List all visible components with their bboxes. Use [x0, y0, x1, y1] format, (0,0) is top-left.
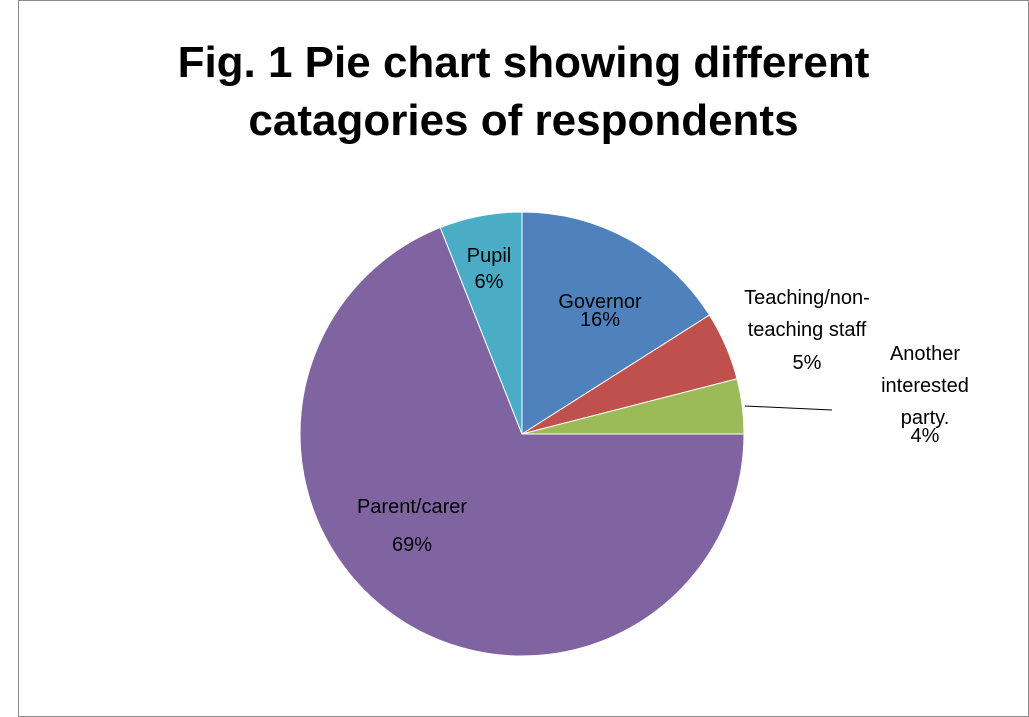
value-label: 69% [391, 534, 433, 556]
slice-label: Parent/carer [356, 496, 468, 518]
pie-slice [299, 226, 745, 657]
slice-label: Pupil [466, 245, 512, 267]
slice-label: Governor [558, 291, 642, 313]
slice-label: Teaching/non- teaching staff [744, 287, 870, 341]
slice-label: Another interested party. [881, 343, 969, 429]
value-label: 4% [910, 425, 940, 447]
leader-line [744, 405, 833, 411]
value-label: 6% [474, 271, 504, 293]
value-label: 16% [579, 309, 621, 331]
pie-slice [439, 211, 523, 435]
value-label: 5% [792, 352, 822, 374]
pie-slice [521, 211, 711, 435]
chart-title: Fig. 1 Pie chart showing different catag… [177, 38, 870, 145]
